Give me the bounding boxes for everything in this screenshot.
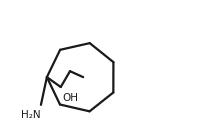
Text: OH: OH: [63, 93, 79, 103]
Text: H₂N: H₂N: [21, 110, 41, 120]
